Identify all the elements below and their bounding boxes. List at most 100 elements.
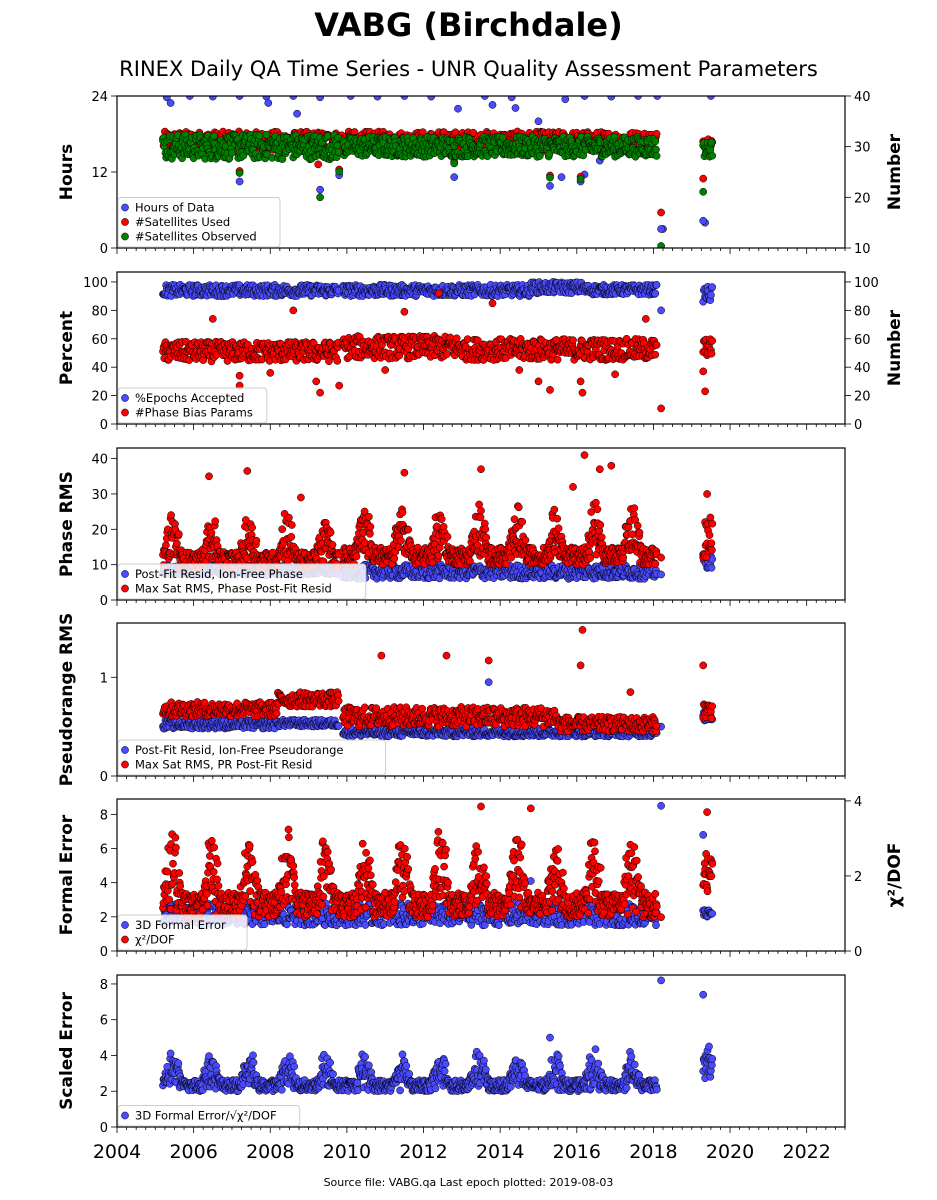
y2-axis-label: Number — [885, 133, 905, 210]
point-red — [477, 506, 485, 515]
point-red — [651, 350, 660, 359]
point-blue — [651, 289, 660, 298]
point-red-outlier — [312, 377, 321, 386]
point-red — [352, 552, 361, 561]
point-red — [652, 341, 661, 349]
point-red-outlier — [578, 388, 587, 397]
point-blue — [507, 96, 516, 102]
point-red-outlier — [699, 367, 708, 376]
point-red — [443, 532, 452, 541]
point-red — [287, 521, 296, 529]
point-red — [167, 511, 175, 519]
point-blue — [708, 283, 717, 291]
point-red — [398, 508, 407, 517]
point-green — [652, 152, 661, 160]
point-blue — [534, 117, 543, 126]
point-green — [652, 145, 660, 154]
point-red — [173, 539, 181, 548]
point-red — [466, 557, 474, 566]
point-red — [211, 517, 220, 526]
point-green-outlier — [699, 187, 708, 196]
y-tick-label: 100 — [83, 276, 108, 291]
point-green — [228, 149, 236, 157]
y-tick-label: 0 — [100, 418, 108, 433]
y2-tick-label: 20 — [854, 390, 871, 405]
point-red — [434, 551, 443, 560]
point-green-outlier — [546, 173, 554, 182]
point-red — [437, 515, 446, 523]
point-red — [463, 335, 472, 344]
point-red — [252, 536, 261, 545]
point-red — [521, 536, 530, 545]
point-red — [443, 350, 452, 358]
point-red — [482, 533, 491, 542]
point-red — [287, 532, 296, 541]
legend-box — [117, 387, 268, 424]
y2-tick-label: 80 — [854, 304, 871, 319]
legend-label: #Phase Bias Params — [135, 406, 253, 420]
point-red-outlier — [208, 315, 217, 323]
legend-label: #Satellites Observed — [135, 230, 257, 244]
point-green — [333, 141, 342, 150]
point-blue — [454, 104, 462, 113]
point-green — [535, 152, 544, 160]
point-red — [476, 513, 485, 522]
legend: %Epochs Accepted#Phase Bias Params — [117, 387, 268, 424]
point-red — [328, 541, 337, 549]
y-axis-label: Hours — [57, 144, 77, 201]
point-red — [366, 522, 375, 531]
point-blue-outlier — [316, 185, 324, 194]
y-tick-label: 12 — [91, 166, 108, 181]
point-red — [707, 349, 716, 358]
page-subtitle: RINEX Daily QA Time Series - UNR Quality… — [119, 57, 818, 81]
point-red-outlier — [657, 208, 665, 217]
point-red-outlier — [641, 315, 650, 323]
point-blue-outlier — [657, 570, 665, 579]
point-red — [365, 512, 373, 521]
point-blue-outlier — [166, 99, 175, 107]
legend-label: %Epochs Accepted — [135, 391, 244, 405]
point-blue — [707, 563, 716, 572]
point-red — [326, 528, 335, 537]
point-green — [323, 132, 332, 140]
y2-tick-label: 40 — [854, 90, 871, 105]
y-tick-label: 0 — [100, 242, 108, 257]
point-blue-outlier — [657, 225, 665, 233]
point-red — [473, 336, 482, 345]
point-blue-outlier — [450, 173, 459, 181]
y-tick-label: 60 — [91, 333, 108, 348]
y-tick-label: 80 — [91, 304, 108, 319]
point-red-outlier — [699, 174, 708, 183]
point-green — [708, 151, 717, 160]
y2-tick-label: 20 — [854, 191, 871, 206]
point-blue-outlier — [235, 177, 244, 186]
point-red — [708, 336, 717, 345]
point-blue-outlier — [488, 101, 497, 109]
point-blue — [652, 281, 661, 289]
point-red-outlier — [701, 387, 709, 396]
point-blue — [162, 96, 171, 102]
point-red — [285, 513, 293, 522]
point-green-outlier — [657, 242, 665, 248]
point-blue-outlier — [264, 99, 273, 107]
point-red — [248, 523, 256, 532]
point-red-outlier — [266, 369, 275, 377]
point-red — [428, 558, 437, 567]
point-green — [262, 130, 271, 139]
point-red — [278, 525, 287, 534]
page-title: VABG (Birchdale) — [314, 6, 623, 44]
point-green — [210, 132, 218, 140]
point-green-outlier — [335, 167, 344, 176]
points — [159, 278, 717, 413]
y2-tick-label: 10 — [854, 242, 871, 257]
point-red-outlier — [488, 299, 497, 308]
legend-marker — [121, 232, 129, 241]
point-red-outlier — [289, 306, 298, 315]
point-blue-outlier — [511, 104, 520, 112]
point-red — [518, 517, 527, 526]
points — [159, 451, 717, 583]
legend-marker — [121, 203, 129, 212]
point-red — [223, 357, 232, 365]
point-red-outlier — [400, 307, 409, 316]
